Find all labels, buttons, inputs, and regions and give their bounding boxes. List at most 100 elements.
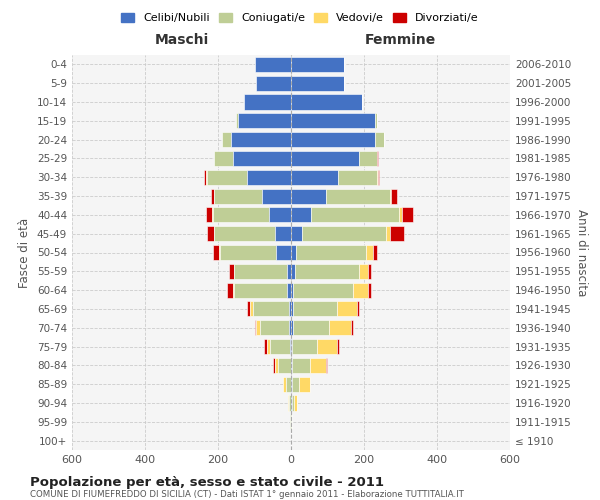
Bar bbox=[266, 339, 270, 354]
Legend: Celibi/Nubili, Coniugati/e, Vedovi/e, Divorziati/e: Celibi/Nubili, Coniugati/e, Vedovi/e, Di… bbox=[117, 8, 483, 28]
Bar bbox=[212, 208, 269, 222]
Bar bbox=[291, 282, 293, 298]
Bar bbox=[359, 151, 377, 166]
Bar bbox=[289, 302, 291, 316]
Bar bbox=[236, 114, 238, 128]
Bar bbox=[250, 302, 253, 316]
Bar bbox=[291, 132, 375, 147]
Bar bbox=[286, 376, 291, 392]
Bar bbox=[291, 376, 292, 392]
Bar bbox=[291, 151, 359, 166]
Bar bbox=[368, 264, 371, 279]
Bar bbox=[291, 226, 302, 241]
Bar bbox=[353, 282, 368, 298]
Bar bbox=[253, 302, 289, 316]
Bar bbox=[292, 376, 299, 392]
Bar bbox=[283, 376, 286, 392]
Bar bbox=[206, 170, 207, 185]
Text: Popolazione per età, sesso e stato civile - 2011: Popolazione per età, sesso e stato civil… bbox=[30, 476, 384, 489]
Bar bbox=[302, 226, 386, 241]
Bar bbox=[337, 339, 339, 354]
Bar bbox=[254, 57, 291, 72]
Bar bbox=[233, 282, 235, 298]
Bar bbox=[356, 302, 359, 316]
Bar bbox=[206, 208, 212, 222]
Bar bbox=[212, 245, 219, 260]
Bar bbox=[231, 132, 291, 147]
Bar bbox=[291, 302, 293, 316]
Bar bbox=[359, 264, 368, 279]
Bar bbox=[326, 358, 327, 373]
Bar bbox=[229, 264, 233, 279]
Bar bbox=[219, 245, 220, 260]
Bar bbox=[338, 170, 377, 185]
Bar bbox=[214, 151, 233, 166]
Bar bbox=[262, 188, 291, 204]
Bar bbox=[391, 188, 397, 204]
Bar bbox=[291, 188, 326, 204]
Bar bbox=[292, 396, 293, 410]
Bar bbox=[310, 358, 326, 373]
Bar bbox=[290, 414, 291, 430]
Bar bbox=[275, 226, 291, 241]
Bar bbox=[233, 264, 235, 279]
Bar bbox=[375, 132, 384, 147]
Bar bbox=[247, 302, 250, 316]
Bar bbox=[311, 208, 398, 222]
Bar bbox=[270, 339, 290, 354]
Text: Maschi: Maschi bbox=[154, 33, 209, 47]
Bar bbox=[290, 339, 291, 354]
Bar bbox=[278, 358, 291, 373]
Bar bbox=[291, 114, 375, 128]
Bar bbox=[269, 208, 291, 222]
Bar bbox=[293, 396, 297, 410]
Bar bbox=[389, 188, 391, 204]
Bar bbox=[291, 76, 344, 90]
Bar bbox=[375, 114, 377, 128]
Bar bbox=[326, 188, 389, 204]
Bar bbox=[220, 245, 277, 260]
Bar bbox=[235, 264, 287, 279]
Bar bbox=[351, 320, 353, 336]
Bar bbox=[211, 188, 214, 204]
Bar bbox=[299, 376, 310, 392]
Bar bbox=[260, 320, 289, 336]
Bar bbox=[291, 358, 292, 373]
Bar bbox=[398, 208, 401, 222]
Y-axis label: Fasce di età: Fasce di età bbox=[19, 218, 31, 288]
Bar bbox=[295, 264, 359, 279]
Bar bbox=[401, 208, 413, 222]
Bar bbox=[214, 188, 262, 204]
Bar bbox=[289, 396, 291, 410]
Bar bbox=[366, 245, 373, 260]
Bar bbox=[233, 151, 291, 166]
Bar bbox=[291, 396, 292, 410]
Bar bbox=[277, 245, 291, 260]
Bar bbox=[214, 226, 275, 241]
Bar bbox=[329, 320, 351, 336]
Bar bbox=[317, 339, 337, 354]
Bar bbox=[292, 339, 317, 354]
Bar bbox=[263, 339, 266, 354]
Bar bbox=[291, 57, 344, 72]
Bar bbox=[291, 170, 338, 185]
Bar bbox=[238, 114, 291, 128]
Bar bbox=[293, 302, 337, 316]
Bar bbox=[227, 282, 233, 298]
Bar bbox=[293, 320, 329, 336]
Bar bbox=[389, 226, 404, 241]
Bar bbox=[274, 358, 275, 373]
Bar bbox=[289, 320, 291, 336]
Bar bbox=[205, 170, 206, 185]
Y-axis label: Anni di nascita: Anni di nascita bbox=[575, 209, 588, 296]
Bar bbox=[287, 264, 291, 279]
Bar bbox=[235, 282, 287, 298]
Bar bbox=[377, 170, 379, 185]
Bar bbox=[291, 94, 362, 110]
Bar bbox=[207, 226, 214, 241]
Bar bbox=[337, 302, 356, 316]
Bar bbox=[291, 320, 293, 336]
Text: COMUNE DI FIUMEFREDDO DI SICILIA (CT) - Dati ISTAT 1° gennaio 2011 - Elaborazion: COMUNE DI FIUMEFREDDO DI SICILIA (CT) - … bbox=[30, 490, 464, 499]
Bar bbox=[256, 76, 291, 90]
Bar bbox=[247, 170, 291, 185]
